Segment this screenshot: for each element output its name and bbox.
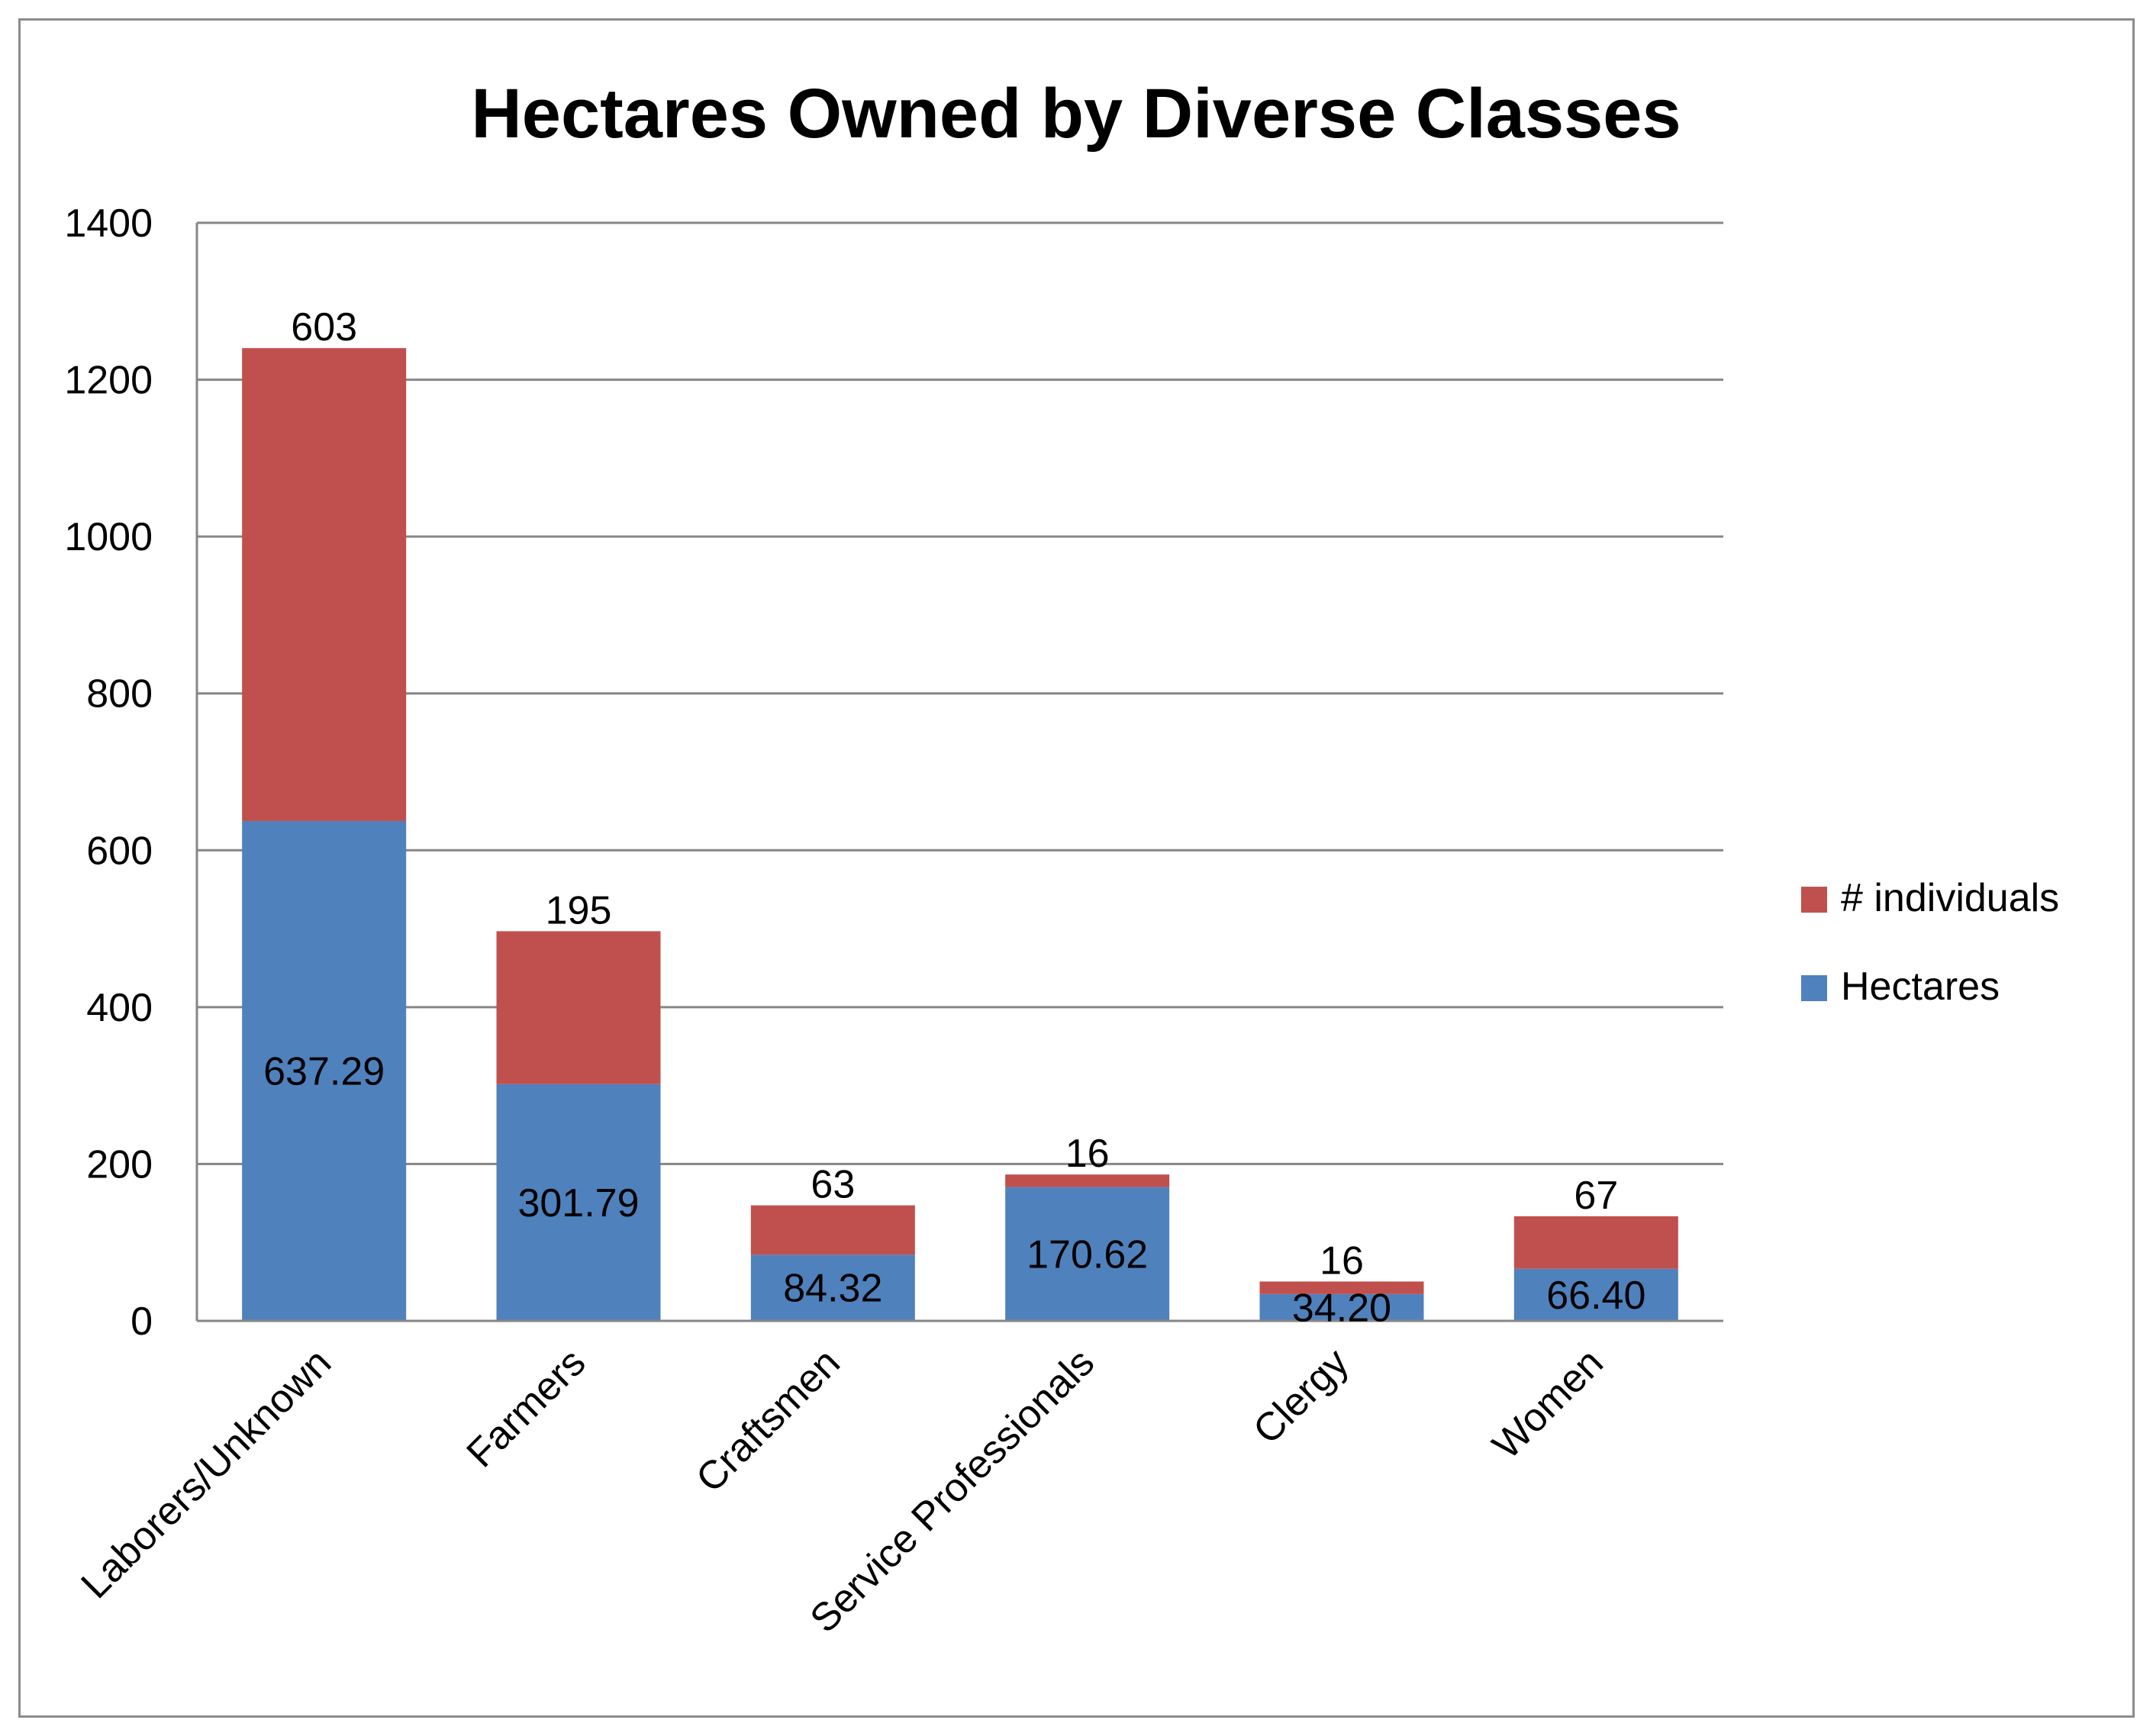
y-tick-label: 1000: [64, 515, 153, 559]
x-axis-categories: Laborers/Unknown Farmers CraftsmenService …: [73, 1340, 1612, 1641]
bar-hectares: [750, 1254, 915, 1321]
bar-individuals: [750, 1205, 915, 1255]
data-label: 16: [1065, 1132, 1110, 1176]
chart-title: Hectares Owned by Diverse Classes: [471, 75, 1681, 153]
data-labels: 637.29603301.7919584.3263170.621634.2016…: [263, 305, 1645, 1330]
y-tick-label: 400: [86, 986, 153, 1030]
data-label: 63: [811, 1163, 855, 1207]
y-tick-label: 800: [86, 672, 153, 717]
bar-individuals: [496, 931, 661, 1084]
y-tick-label: 0: [131, 1300, 153, 1344]
bar-hectares: [242, 820, 407, 1321]
legend: # individuals Hectares: [1801, 876, 2059, 1009]
data-label: 34.20: [1292, 1286, 1391, 1330]
bar-individuals: [1513, 1216, 1678, 1269]
data-label: 603: [291, 305, 357, 349]
y-tick-label: 1400: [64, 201, 153, 246]
data-label: 637.29: [263, 1049, 385, 1093]
y-tick-label: 1200: [64, 359, 153, 403]
data-label: 67: [1574, 1174, 1618, 1218]
bar-hectares: [496, 1084, 661, 1321]
legend-label: # individuals: [1841, 876, 2059, 920]
x-category-label: Craftsmen: [688, 1340, 849, 1501]
data-label: 301.79: [517, 1181, 639, 1226]
x-category-label: Laborers/Unknown: [73, 1340, 340, 1607]
bar-hectares: [1005, 1187, 1170, 1321]
y-axis-ticks: 0 200 400 600 800 1000 1200 1400: [64, 201, 153, 1344]
data-label: 16: [1320, 1238, 1364, 1283]
legend-swatch: [1801, 975, 1827, 1001]
x-category-label: Service Professionals: [802, 1340, 1104, 1641]
x-category-label: Women: [1484, 1340, 1612, 1467]
gridlines: [197, 221, 1723, 1165]
bar-individuals: [242, 348, 407, 821]
x-category-label: Farmers: [459, 1340, 595, 1476]
data-label: 66.40: [1546, 1274, 1645, 1318]
bar-hectares: [1513, 1268, 1678, 1321]
legend-label: Hectares: [1841, 965, 2000, 1009]
bar-hectares: [1259, 1293, 1424, 1321]
bars: [242, 348, 1678, 1321]
data-label: 84.32: [783, 1267, 882, 1311]
x-category-label: Clergy: [1245, 1340, 1357, 1452]
y-tick-label: 600: [86, 829, 153, 873]
legend-swatch: [1801, 887, 1827, 913]
y-tick-label: 200: [86, 1142, 153, 1187]
axes: [195, 223, 1723, 1322]
data-label: 170.62: [1027, 1232, 1148, 1277]
data-label: 195: [546, 888, 612, 932]
bar-individuals: [1259, 1281, 1424, 1294]
bar-individuals: [1005, 1174, 1170, 1187]
